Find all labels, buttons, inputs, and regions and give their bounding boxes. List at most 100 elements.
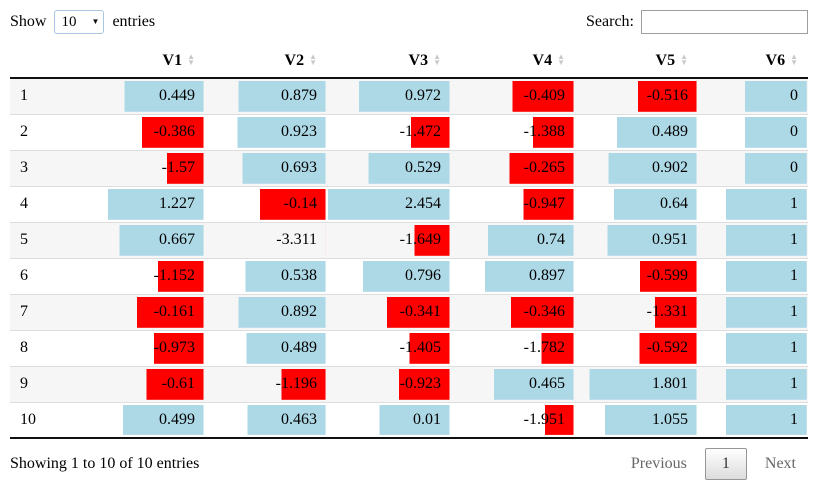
- table-row: 1 0.449 0.879 0.972 -0.409 -0.516 0: [10, 78, 808, 115]
- sort-asc-icon: ▲: [187, 51, 195, 61]
- column-label: V4: [532, 51, 553, 69]
- column-header-v3[interactable]: V3 ▲ ▼: [327, 46, 451, 79]
- data-cell: -1.951: [451, 402, 575, 439]
- table-footer: Showing 1 to 10 of 10 entries Previous 1…: [10, 448, 808, 480]
- row-name: 9: [10, 366, 81, 403]
- page-number-button[interactable]: 1: [704, 448, 747, 480]
- column-label: V5: [655, 51, 676, 69]
- data-table: V1 ▲ ▼ V2 ▲ ▼ V3 ▲ ▼ V4 ▲ ▼ V5 ▲ ▼ V6 ▲ ▼ 1 0.449 0.879 0.97…: [10, 46, 808, 439]
- data-cell: 0.796: [327, 258, 451, 295]
- data-cell: 0.892: [205, 294, 327, 331]
- data-cell: 1: [698, 402, 808, 439]
- data-cell: 0: [698, 150, 808, 187]
- data-cell: 0: [698, 78, 808, 115]
- data-cell: -1.388: [451, 114, 575, 151]
- data-cell: -0.61: [81, 366, 205, 403]
- data-cell: -0.592: [575, 330, 698, 367]
- column-header-v2[interactable]: V2 ▲ ▼: [205, 46, 327, 79]
- data-cell: 1: [698, 294, 808, 331]
- table-body: 1 0.449 0.879 0.972 -0.409 -0.516 0 2 -0.386 0.92…: [10, 78, 808, 439]
- row-name: 10: [10, 402, 81, 439]
- page-length-select[interactable]: 10: [54, 10, 105, 34]
- column-header-rowname[interactable]: [10, 46, 81, 79]
- data-cell: -0.161: [81, 294, 205, 331]
- data-cell: 1: [698, 222, 808, 259]
- sort-icons: ▲ ▼: [790, 51, 798, 66]
- row-name: 6: [10, 258, 81, 295]
- data-cell: -3.311: [205, 222, 327, 259]
- data-cell: 0.01: [327, 402, 451, 439]
- pagination: Previous 1 Next: [619, 448, 808, 480]
- column-header-v1[interactable]: V1 ▲ ▼: [81, 46, 205, 79]
- data-cell: 1.801: [575, 366, 698, 403]
- data-cell: -0.14: [205, 186, 327, 223]
- row-name: 5: [10, 222, 81, 259]
- table-row: 6 -1.152 0.538 0.796 0.897 -0.599 1: [10, 258, 808, 295]
- previous-button[interactable]: Previous: [630, 455, 687, 472]
- data-cell: -0.599: [575, 258, 698, 295]
- data-cell: 2.454: [327, 186, 451, 223]
- table-row: 9 -0.61 -1.196 -0.923 0.465 1.801 1: [10, 366, 808, 403]
- data-cell: -0.386: [81, 114, 205, 151]
- data-cell: -0.341: [327, 294, 451, 331]
- show-label: Show: [10, 13, 47, 30]
- sort-asc-icon: ▲: [557, 51, 565, 61]
- row-name: 8: [10, 330, 81, 367]
- sort-asc-icon: ▲: [680, 51, 688, 61]
- data-cell: 1.227: [81, 186, 205, 223]
- sort-desc-icon: ▼: [309, 57, 317, 67]
- data-cell: -1.57: [81, 150, 205, 187]
- data-cell: 0.529: [327, 150, 451, 187]
- data-cell: 0.923: [205, 114, 327, 151]
- data-cell: 0.64: [575, 186, 698, 223]
- column-header-v6[interactable]: V6 ▲ ▼: [698, 46, 808, 79]
- data-cell: 1: [698, 366, 808, 403]
- data-cell: 0.463: [205, 402, 327, 439]
- table-info: Showing 1 to 10 of 10 entries: [10, 455, 200, 472]
- sort-desc-icon: ▼: [187, 57, 195, 67]
- data-cell: 0.693: [205, 150, 327, 187]
- sort-desc-icon: ▼: [557, 57, 565, 67]
- sort-desc-icon: ▼: [680, 57, 688, 67]
- data-cell: 0.667: [81, 222, 205, 259]
- data-cell: -1.152: [81, 258, 205, 295]
- data-cell: -1.649: [327, 222, 451, 259]
- column-header-v4[interactable]: V4 ▲ ▼: [451, 46, 575, 79]
- column-label: V2: [284, 51, 305, 69]
- sort-asc-icon: ▲: [790, 51, 798, 61]
- search-input[interactable]: [641, 10, 808, 34]
- sort-desc-icon: ▼: [433, 57, 441, 67]
- data-cell: -1.331: [575, 294, 698, 331]
- data-cell: -1.782: [451, 330, 575, 367]
- table-row: 2 -0.386 0.923 -1.472 -1.388 0.489 0: [10, 114, 808, 151]
- sort-asc-icon: ▲: [309, 51, 317, 61]
- table-row: 3 -1.57 0.693 0.529 -0.265 0.902 0: [10, 150, 808, 187]
- table-row: 5 0.667 -3.311 -1.649 0.74 0.951 1: [10, 222, 808, 259]
- data-cell: -0.409: [451, 78, 575, 115]
- table-row: 8 -0.973 0.489 -1.405 -1.782 -0.592 1: [10, 330, 808, 367]
- data-cell: 1.055: [575, 402, 698, 439]
- data-cell: 1: [698, 186, 808, 223]
- data-cell: 0.538: [205, 258, 327, 295]
- data-cell: -1.405: [327, 330, 451, 367]
- data-cell: 1: [698, 258, 808, 295]
- sort-icons: ▲ ▼: [187, 51, 195, 67]
- data-cell: -0.923: [327, 366, 451, 403]
- search-control: Search:: [586, 10, 808, 34]
- data-cell: -0.346: [451, 294, 575, 331]
- row-name: 4: [10, 186, 81, 223]
- column-label: V3: [408, 51, 429, 69]
- data-cell: 0.902: [575, 150, 698, 187]
- column-header-v5[interactable]: V5 ▲ ▼: [575, 46, 698, 79]
- data-cell: 0.897: [451, 258, 575, 295]
- next-button[interactable]: Next: [764, 455, 796, 472]
- data-cell: -0.516: [575, 78, 698, 115]
- data-cell: -0.973: [81, 330, 205, 367]
- row-name: 3: [10, 150, 81, 187]
- data-cell: 0.499: [81, 402, 205, 439]
- data-cell: 0.489: [575, 114, 698, 151]
- sort-icons: ▲ ▼: [680, 51, 688, 67]
- table-row: 4 1.227 -0.14 2.454 -0.947 0.64 1: [10, 186, 808, 223]
- entries-label: entries: [112, 13, 156, 30]
- data-cell: 0.879: [205, 78, 327, 115]
